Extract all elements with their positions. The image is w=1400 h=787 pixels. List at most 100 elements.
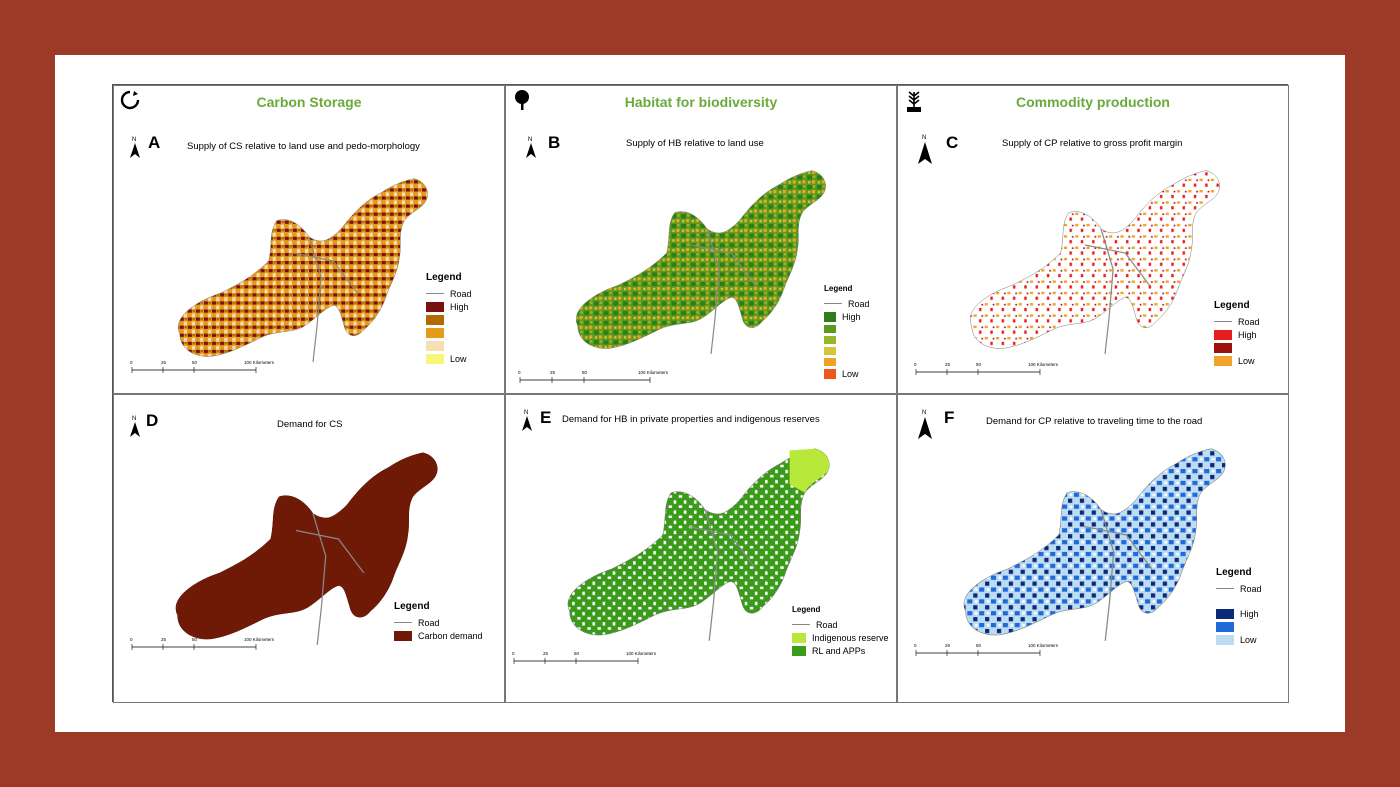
svg-text:50: 50	[574, 651, 580, 656]
panel-d-legend: Legend Road Carbon demand	[394, 601, 483, 642]
north-arrow: N	[916, 407, 934, 446]
panel-grid: Carbon Storage N A Supply of CS relative…	[112, 84, 1289, 703]
panel-f-legend: Legend Road High Low	[1216, 567, 1262, 646]
svg-text:50: 50	[192, 360, 198, 365]
svg-text:25: 25	[945, 643, 951, 648]
svg-text:0: 0	[914, 643, 917, 648]
panel-a-map	[177, 178, 429, 363]
svg-text:100 Kilometers: 100 Kilometers	[626, 651, 657, 656]
panel-e-map	[567, 448, 830, 641]
legend-item: High	[450, 301, 469, 312]
legend-road: Road	[418, 617, 440, 628]
svg-text:25: 25	[550, 370, 556, 375]
wheat-icon	[904, 88, 924, 117]
svg-text:0: 0	[512, 651, 515, 656]
svg-text:0: 0	[518, 370, 521, 375]
panel-f: N F Demand for CP relative to traveling …	[897, 394, 1289, 703]
panel-a-title: Supply of CS relative to land use and pe…	[187, 141, 420, 152]
scale-bar: 0 25 50 100 Kilometers	[130, 637, 275, 650]
legend-item: Low	[1238, 355, 1255, 366]
tree-icon	[512, 89, 532, 116]
legend-item: High	[842, 311, 861, 322]
legend-item: RL and APPs	[812, 645, 866, 656]
svg-text:0: 0	[130, 360, 133, 365]
north-arrow: N	[128, 413, 142, 444]
panel-b-map	[575, 170, 827, 355]
north-arrow: N	[520, 407, 534, 438]
svg-text:N: N	[922, 410, 926, 416]
legend-title: Legend	[792, 605, 821, 614]
panel-e-title: Demand for HB in private properties and …	[562, 414, 820, 425]
svg-text:50: 50	[192, 637, 198, 642]
panel-e: N E Demand for HB in private properties …	[505, 394, 897, 703]
panel-d-letter: D	[146, 411, 159, 430]
panel-b: Habitat for biodiversity N B Supply of H…	[505, 85, 897, 394]
scale-bar: 0 25 50 100 Kilometers	[518, 370, 669, 383]
panel-a-letter: A	[148, 133, 161, 152]
svg-text:100 Kilometers: 100 Kilometers	[638, 370, 669, 375]
scale-bar: 0 25 50 100 Kilometers	[914, 643, 1059, 656]
legend-item: Indigenous reserve	[812, 632, 889, 643]
svg-text:0: 0	[130, 637, 133, 642]
legend-road: Road	[450, 288, 472, 299]
panel-b-legend: Legend Road High Low	[824, 284, 870, 380]
svg-text:100 Kilometers: 100 Kilometers	[244, 360, 275, 365]
north-arrow: N	[916, 132, 934, 171]
svg-text:N: N	[922, 135, 926, 141]
panel-c-title: Supply of CP relative to gross profit ma…	[1002, 138, 1183, 149]
svg-text:25: 25	[161, 360, 167, 365]
svg-text:50: 50	[976, 362, 982, 367]
panel-d-map	[175, 452, 438, 645]
legend-road: Road	[1240, 583, 1262, 594]
panel-f-title: Demand for CP relative to traveling time…	[986, 416, 1203, 427]
svg-text:N: N	[524, 410, 528, 416]
panel-c-map	[969, 170, 1221, 355]
panel-f-map	[963, 448, 1226, 641]
panel-b-letter: B	[548, 133, 561, 152]
legend-road: Road	[816, 619, 838, 630]
panel-a: Carbon Storage N A Supply of CS relative…	[113, 85, 505, 394]
panel-c-legend: Legend Road High Low	[1214, 300, 1260, 367]
legend-item: High	[1240, 608, 1259, 619]
legend-title: Legend	[824, 284, 853, 293]
panel-e-letter: E	[540, 408, 552, 427]
svg-text:0: 0	[914, 362, 917, 367]
legend-item: Low	[450, 353, 467, 364]
legend-item: Carbon demand	[418, 630, 483, 641]
svg-text:50: 50	[582, 370, 588, 375]
legend-item: High	[1238, 329, 1257, 340]
legend-road: Road	[848, 298, 870, 309]
legend-road: Road	[1238, 316, 1260, 327]
svg-text:100 Kilometers: 100 Kilometers	[1028, 362, 1059, 367]
panel-c-letter: C	[946, 133, 959, 152]
panel-c: Commodity production N C Supply of CP re…	[897, 85, 1289, 394]
north-arrow: N	[128, 134, 142, 165]
panel-e-legend: Legend Road Indigenous reserve RL and AP…	[792, 605, 889, 657]
panel-c-header: Commodity production	[1016, 94, 1170, 110]
legend-title: Legend	[394, 601, 430, 612]
legend-item: Low	[1240, 634, 1257, 645]
svg-text:100 Kilometers: 100 Kilometers	[244, 637, 275, 642]
svg-text:N: N	[528, 137, 532, 143]
legend-title: Legend	[1214, 300, 1250, 311]
scale-bar: 0 25 50 100 Kilometers	[914, 362, 1059, 375]
cycle-icon	[120, 90, 140, 115]
panel-a-legend: Legend Road High Low	[426, 272, 472, 365]
panel-d-title: Demand for CS	[277, 419, 343, 430]
panel-d: N D Demand for CS Legend Road Carbon dem…	[113, 394, 505, 703]
legend-title: Legend	[1216, 567, 1252, 578]
panel-f-letter: F	[944, 408, 955, 427]
svg-text:25: 25	[161, 637, 167, 642]
figure-sheet: Carbon Storage N A Supply of CS relative…	[55, 55, 1345, 732]
svg-text:100 Kilometers: 100 Kilometers	[1028, 643, 1059, 648]
scale-bar: 0 25 50 100 Kilometers	[512, 651, 657, 664]
svg-text:N: N	[132, 416, 136, 422]
panel-a-header: Carbon Storage	[256, 94, 362, 110]
legend-title: Legend	[426, 272, 462, 283]
panel-b-header: Habitat for biodiversity	[624, 94, 778, 110]
svg-text:50: 50	[976, 643, 982, 648]
svg-text:N: N	[132, 137, 136, 143]
panel-b-title: Supply of HB relative to land use	[626, 138, 764, 149]
north-arrow: N	[524, 134, 538, 165]
svg-text:25: 25	[945, 362, 951, 367]
